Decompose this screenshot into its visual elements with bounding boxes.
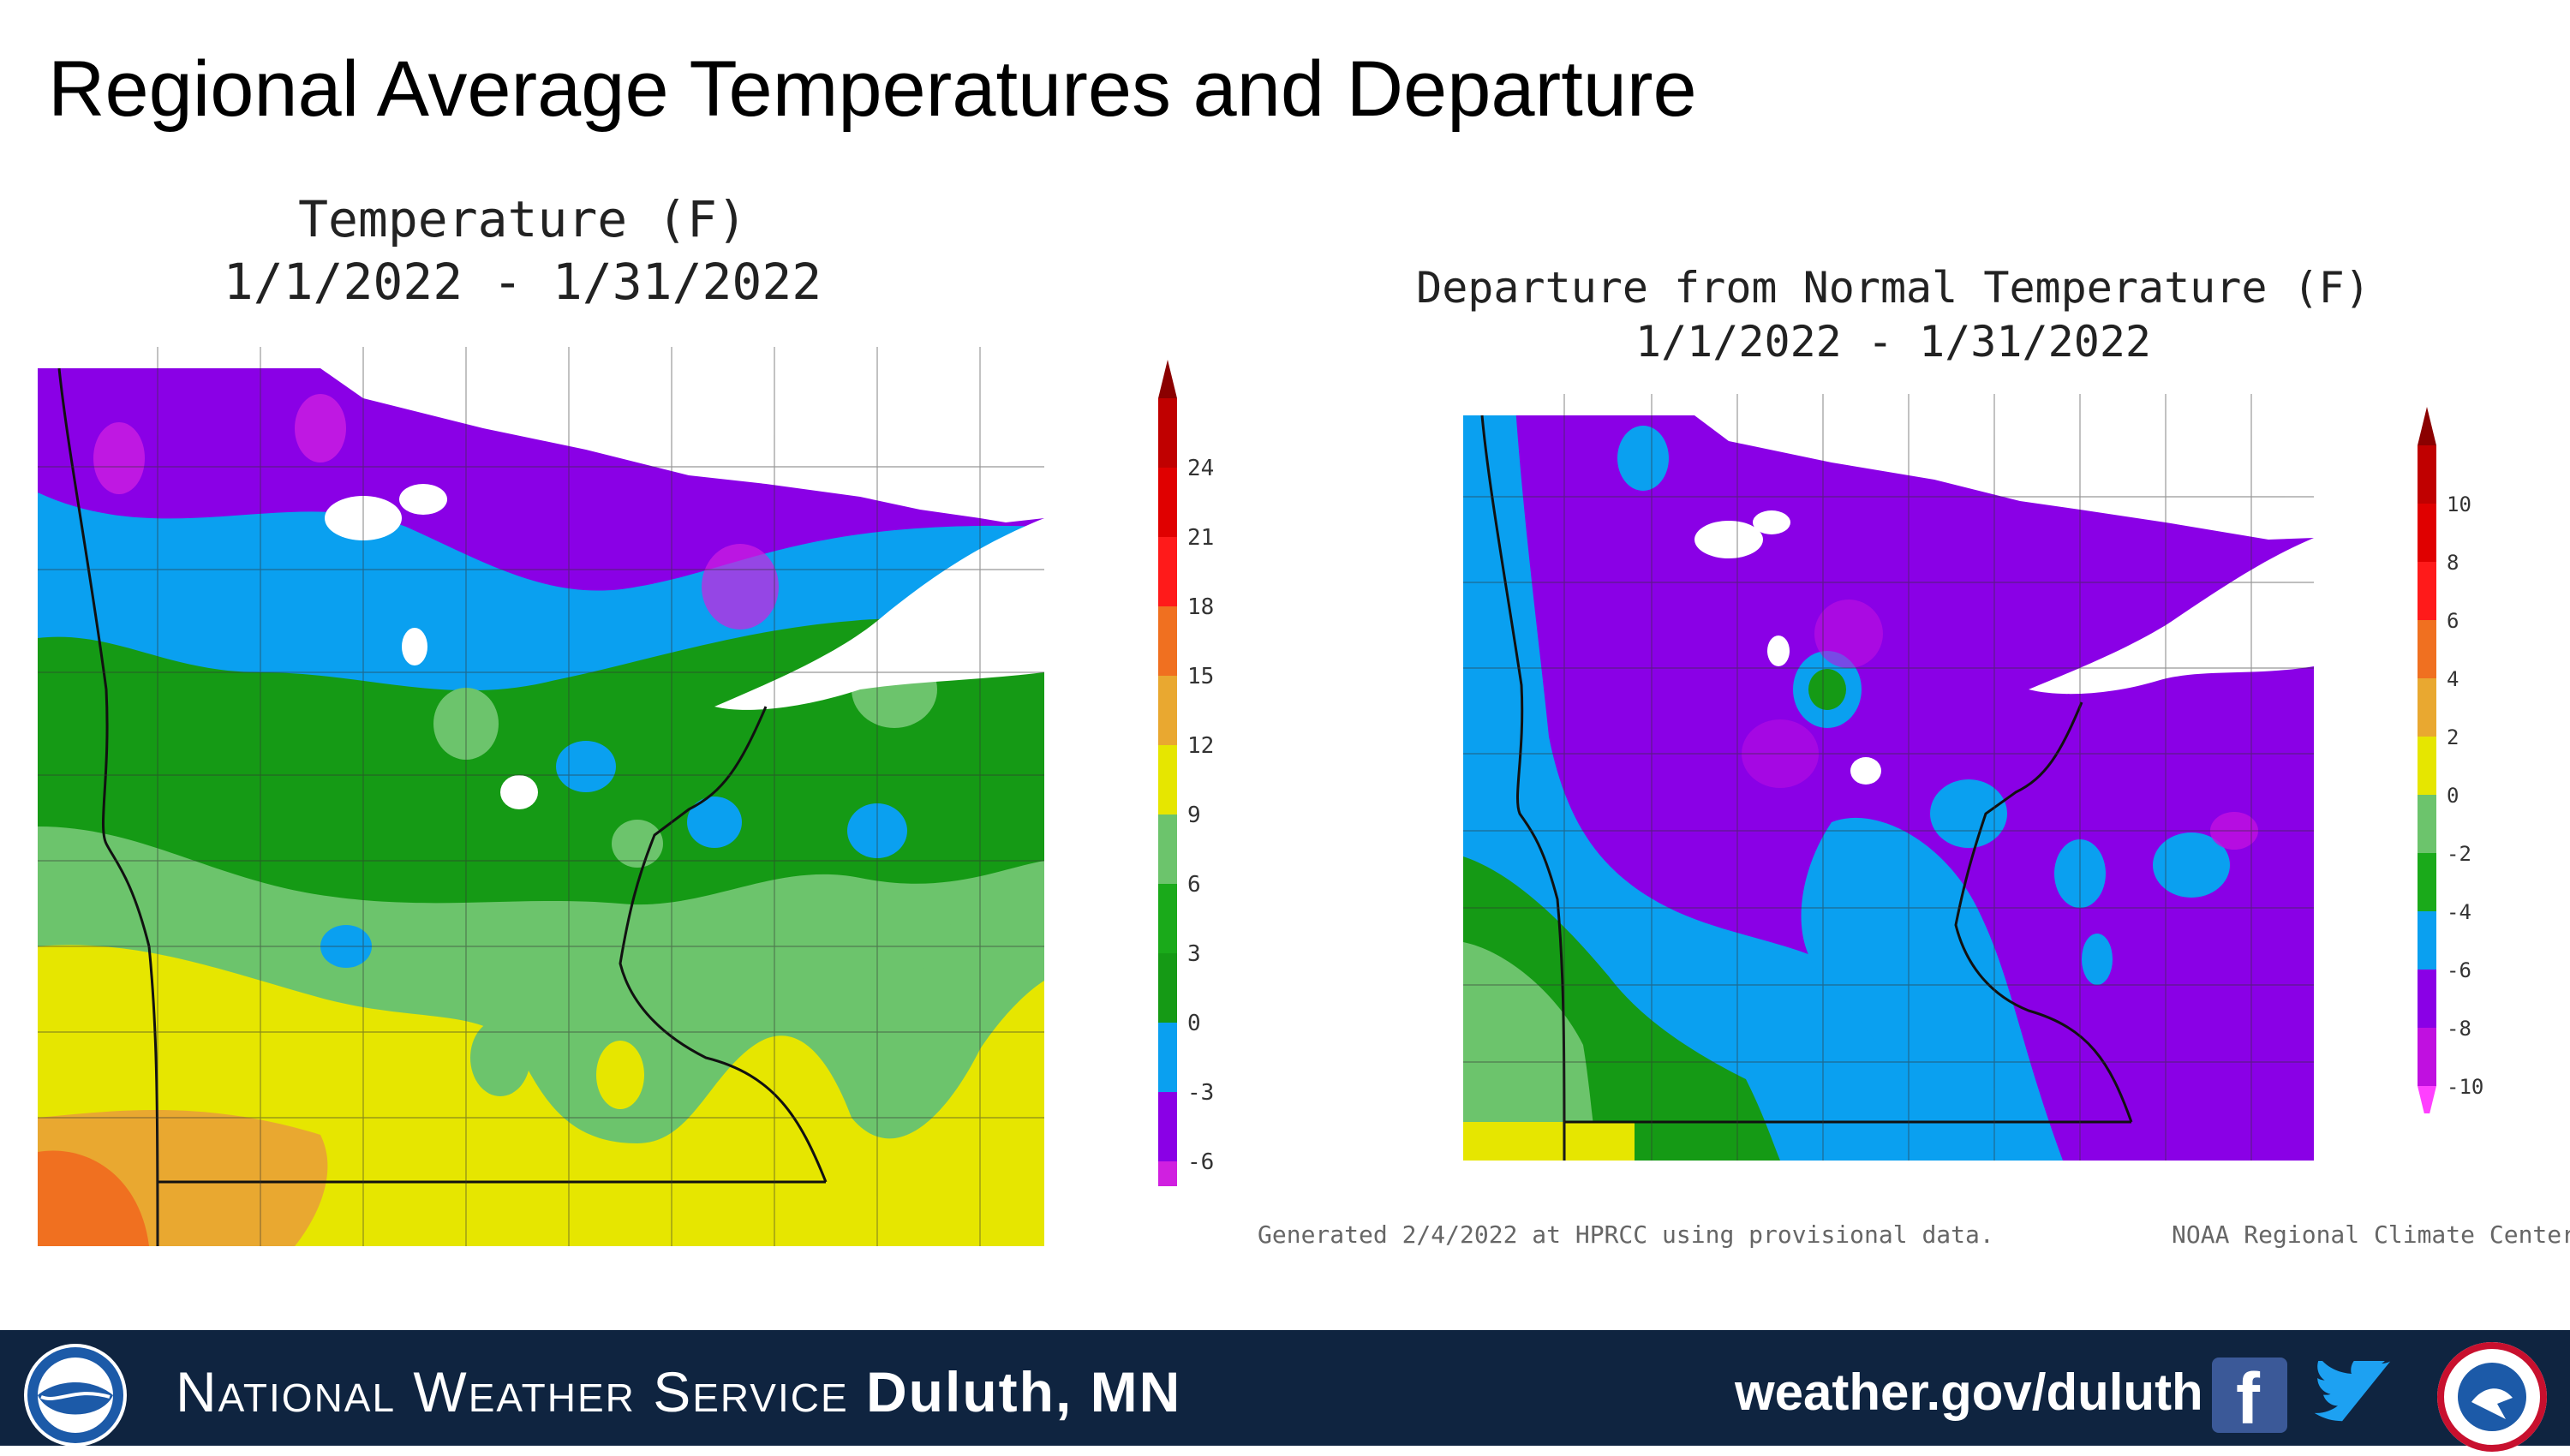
departure-scale-label: 6 <box>2447 609 2459 633</box>
temperature-scale-top-arrow <box>1158 360 1177 398</box>
temperature-map-title-line1: Temperature (F) <box>298 190 747 248</box>
twitter-icon[interactable] <box>2313 1361 2394 1431</box>
temperature-scale-label: 0 <box>1187 1011 1201 1036</box>
departure-scale-segment <box>2418 504 2436 562</box>
nws-seal[interactable] <box>2437 1342 2547 1452</box>
temperature-scale-label: 9 <box>1187 803 1201 828</box>
departure-scale-label: 4 <box>2447 667 2459 691</box>
departure-scale-segment <box>2418 678 2436 737</box>
website-link[interactable]: weather.gov/duluth <box>1735 1364 2203 1421</box>
agency-prefix: National Weather Service <box>176 1360 849 1423</box>
temperature-scale-label: 21 <box>1187 525 1214 551</box>
temperature-color-scale: 24 21 18 15 12 9 6 3 0 -3 -6 <box>1158 360 1214 1186</box>
departure-scale-label: 8 <box>2447 551 2459 575</box>
office-name: Duluth, MN <box>866 1360 1182 1423</box>
temperature-map-date-range: 1/1/2022 - 1/31/2022 <box>223 252 822 311</box>
temperature-scale-label: 3 <box>1187 941 1201 967</box>
departure-scale-segment <box>2418 737 2436 795</box>
temperature-scale-label: 24 <box>1187 456 1214 481</box>
departure-scale-label: 0 <box>2447 784 2459 808</box>
source-note: NOAA Regional Climate Centers <box>2172 1220 2570 1249</box>
noaa-logo[interactable] <box>24 1344 127 1447</box>
departure-scale-segment <box>2418 620 2436 678</box>
temperature-map-title: Temperature (F) 1/1/2022 - 1/31/2022 <box>137 188 908 313</box>
temperature-scale-segment <box>1158 606 1177 676</box>
temperature-scale-segment <box>1158 468 1177 537</box>
facebook-icon[interactable]: f <box>2212 1358 2287 1439</box>
departure-scale-segment <box>2418 1028 2436 1086</box>
temperature-scale-segment <box>1158 815 1177 884</box>
slide-title: Regional Average Temperatures and Depart… <box>48 45 1697 133</box>
temperature-scale-label: 18 <box>1187 594 1214 620</box>
departure-scale-label: -4 <box>2447 900 2471 924</box>
departure-map-title: Departure from Normal Temperature (F) 1/… <box>1379 261 2407 368</box>
temperature-scale-label: -6 <box>1187 1149 1214 1175</box>
departure-scale-bottom-arrow <box>2418 1086 2436 1113</box>
temperature-map <box>38 347 1044 1246</box>
departure-scale-segment <box>2418 970 2436 1028</box>
departure-color-scale: 10 8 6 4 2 0 -2 -4 -6 -8 -10 <box>2418 407 2483 1113</box>
departure-scale-segment <box>2418 853 2436 911</box>
temperature-scale-segment <box>1158 1161 1177 1186</box>
departure-scale-segment <box>2418 911 2436 970</box>
temperature-scale-label: 15 <box>1187 664 1214 689</box>
departure-scale-label: 2 <box>2447 725 2459 749</box>
temperature-scale-segment <box>1158 676 1177 745</box>
departure-map <box>1463 394 2314 1161</box>
departure-map-title-line1: Departure from Normal Temperature (F) <box>1416 263 2370 313</box>
departure-scale-label: -2 <box>2447 842 2471 866</box>
temperature-scale-segment <box>1158 1092 1177 1161</box>
temperature-scale-segment <box>1158 745 1177 815</box>
departure-scale-label: -8 <box>2447 1017 2471 1041</box>
temperature-scale-label: 12 <box>1187 733 1214 759</box>
departure-map-date-range: 1/1/2022 - 1/31/2022 <box>1635 316 2152 367</box>
temperature-scale-label: 6 <box>1187 872 1201 898</box>
footer-bar: National Weather Service Duluth, MN weat… <box>0 1330 2570 1452</box>
temperature-scale-segment <box>1158 884 1177 953</box>
departure-scale-segment <box>2418 795 2436 853</box>
departure-scale-top-arrow <box>2418 407 2436 445</box>
temperature-scale-segment <box>1158 953 1177 1023</box>
generated-note: Generated 2/4/2022 at HPRCC using provis… <box>1258 1220 1994 1249</box>
temperature-scale-segment <box>1158 1023 1177 1092</box>
temperature-scale-label: -3 <box>1187 1080 1214 1106</box>
agency-name: National Weather Service Duluth, MN <box>176 1359 1181 1424</box>
departure-scale-segment <box>2418 562 2436 620</box>
departure-scale-label: 10 <box>2447 492 2471 516</box>
temperature-scale-segment <box>1158 537 1177 606</box>
departure-scale-segment <box>2418 445 2436 504</box>
departure-scale-label: -10 <box>2447 1075 2483 1099</box>
departure-scale-label: -6 <box>2447 958 2471 982</box>
temperature-scale-segment <box>1158 398 1177 468</box>
